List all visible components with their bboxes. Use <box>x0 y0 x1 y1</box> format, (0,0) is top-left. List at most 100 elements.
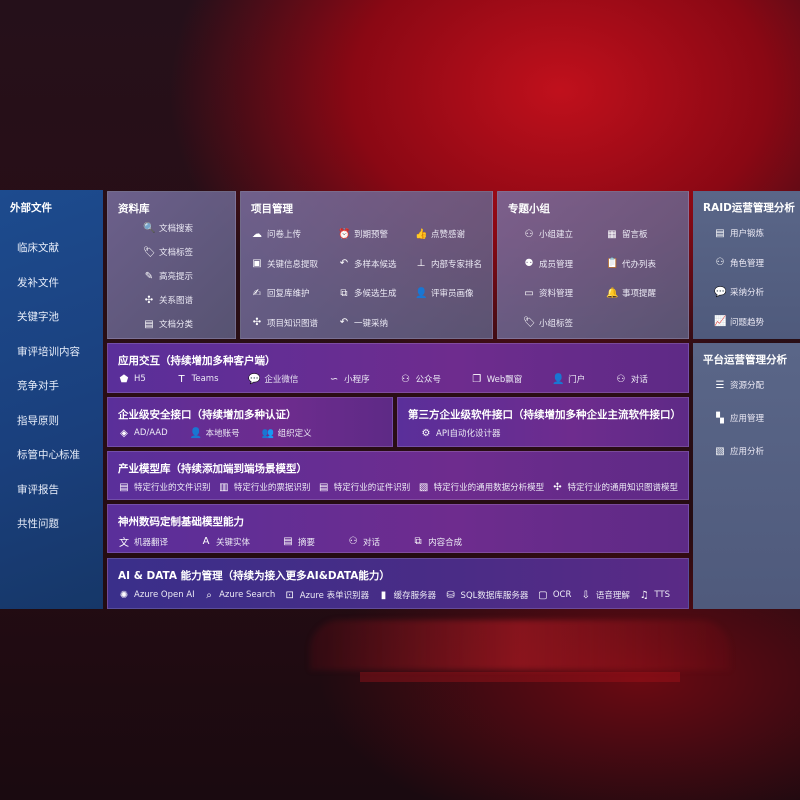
checklist-icon: ☰ <box>715 379 725 391</box>
item-label: 留言板 <box>622 230 648 240</box>
item-label: Azure Search <box>219 590 276 600</box>
aidata-item[interactable]: ▮ 缓存服务器 <box>378 589 436 602</box>
library-item[interactable]: ✣ 关系图谱 <box>143 294 193 307</box>
id-card-icon: ▤ <box>715 227 725 239</box>
project-item[interactable]: ☁ 问卷上传 <box>251 228 301 241</box>
platform-item[interactable]: ▚ 应用管理 <box>714 412 764 425</box>
gear-icon: ⚙ <box>421 427 431 439</box>
project-item[interactable]: ↶ 多样本候选 <box>338 258 397 270</box>
item-label: 文档分类 <box>159 320 194 330</box>
security-item[interactable]: 👤 本地账号 <box>190 427 240 440</box>
item-label: 资料管理 <box>539 289 574 299</box>
item-label: 门户 <box>568 375 586 385</box>
interaction-item[interactable]: 💬 企业微信 <box>248 373 298 386</box>
project-item[interactable]: ⏰ 到期预警 <box>338 228 388 241</box>
bbs-icon: ▦ <box>607 228 617 240</box>
group-item[interactable]: ⚇ 小组建立 <box>523 228 574 241</box>
raid-item[interactable]: 💬 采纳分析 <box>714 286 764 299</box>
interaction-item[interactable]: ⚇ 公众号 <box>399 373 441 386</box>
aidata-item[interactable]: ⌕ Azure Search <box>203 590 275 601</box>
basemodel-item[interactable]: ▤ 摘要 <box>282 536 315 548</box>
security-item[interactable]: 👥 组织定义 <box>262 427 312 440</box>
miniapp-icon: ∽ <box>329 373 339 385</box>
industry-item[interactable]: ▤ 特定行业的文件识别 <box>118 481 210 494</box>
file-icon: ▤ <box>119 481 129 493</box>
aidata-item[interactable]: ⊡ Azure 表单识别器 <box>284 589 369 602</box>
project-item[interactable]: 👍 点赞感谢 <box>415 228 465 241</box>
group-item[interactable]: ▭ 资料管理 <box>523 287 574 300</box>
item-label: AD/AAD <box>134 428 168 438</box>
group-item[interactable]: 🔔 事项提醒 <box>606 287 657 300</box>
security-item[interactable]: ◈ AD/AAD <box>118 428 168 439</box>
project-item[interactable]: ▣ 关键信息提取 <box>251 258 318 270</box>
library-item[interactable]: ✎ 高亮提示 <box>143 270 193 283</box>
interaction-item[interactable]: T Teams <box>176 374 219 385</box>
doc-search-icon: 🔍 <box>143 222 156 234</box>
industry-item[interactable]: ✣ 特定行业的通用知识图谱模型 <box>551 481 678 494</box>
sidebar-item[interactable]: 共性问题 <box>17 518 59 530</box>
interaction-item[interactable]: ∽ 小程序 <box>328 373 370 386</box>
tag-icon: 🏷 <box>143 246 156 258</box>
raid-item[interactable]: 📈 问题趋势 <box>714 316 764 328</box>
puzzle-icon: ⧉ <box>414 536 422 547</box>
basemodel-panel: 神州数码定制基础模型能力 文机器翻译 A 关键实体 ▤ 摘要 ⚇ 对话 ⧉ 内容合成 <box>107 504 689 553</box>
interaction-item[interactable]: 👤 门户 <box>552 373 586 386</box>
item-label: 事项提醒 <box>622 289 657 299</box>
ocr-icon: ▢ <box>538 589 548 601</box>
item-label: 代办列表 <box>622 259 657 270</box>
interaction-item[interactable]: ⬟ H5 <box>118 374 146 385</box>
basemodel-item[interactable]: A 关键实体 <box>200 536 250 548</box>
aidata-item[interactable]: ⛁ SQL数据库服务器 <box>445 589 528 602</box>
sidebar-item[interactable]: 关键字池 <box>17 311 59 323</box>
translate-icon: 文 <box>119 538 129 549</box>
basemodel-item[interactable]: ⚇ 对话 <box>347 536 381 548</box>
industry-item[interactable]: ▧ 特定行业的通用数据分析模型 <box>418 481 544 494</box>
sidebar-item[interactable]: 审评报告 <box>17 483 59 496</box>
industry-item[interactable]: ▥ 特定行业的票据识别 <box>218 481 310 494</box>
thumbs-up-icon: 👍 <box>415 228 428 240</box>
platform-item[interactable]: ☰ 资源分配 <box>714 379 765 392</box>
item-label: OCR <box>552 590 572 600</box>
project-item[interactable]: ↶ 一键采纳 <box>338 317 388 329</box>
sidebar-item[interactable]: 发补文件 <box>17 276 59 289</box>
library-item[interactable]: 🔍 文档搜索 <box>143 222 194 235</box>
platform-item[interactable]: ▧ 应用分析 <box>714 445 764 458</box>
interaction-item[interactable]: ❐ Web飘窗 <box>471 373 522 386</box>
project-item[interactable]: ✍ 回复库维护 <box>251 287 310 300</box>
aidata-item[interactable]: ♫ TTS <box>638 590 670 601</box>
panel-title: 应用交互（持续增加多种客户端） <box>118 355 276 367</box>
library-item[interactable]: ▤ 文档分类 <box>143 318 194 331</box>
group-item[interactable]: ⚉ 成员管理 <box>523 258 574 270</box>
item-label: 文档搜索 <box>159 224 194 234</box>
item-label: 评审员画像 <box>431 289 474 299</box>
group-item[interactable]: 📋 代办列表 <box>606 258 656 270</box>
project-item[interactable]: ⧉ 多候选生成 <box>338 287 396 300</box>
graph-icon: ✣ <box>553 481 562 493</box>
basemodel-item[interactable]: 文机器翻译 <box>118 534 168 550</box>
project-item[interactable]: 👤 评审员画像 <box>415 287 474 300</box>
basemodel-item[interactable]: ⧉ 内容合成 <box>412 536 462 548</box>
item-label: 角色管理 <box>730 258 765 269</box>
group-item[interactable]: 🏷 小组标签 <box>523 317 573 329</box>
thirdparty-item[interactable]: ⚙ API自动化设计器 <box>420 427 501 440</box>
interaction-item[interactable]: ⚇ 对话 <box>615 373 648 386</box>
library-item[interactable]: 🏷 文档标签 <box>143 246 193 259</box>
sidebar-item[interactable]: 竞争对手 <box>17 380 59 392</box>
raid-item[interactable]: ⚇ 角色管理 <box>714 257 765 269</box>
thirdparty-panel: 第三方企业级软件接口（持续增加多种企业主流软件接口） ⚙ API自动化设计器 <box>397 397 689 447</box>
sidebar-item[interactable]: 审评培训内容 <box>17 345 80 358</box>
aidata-item[interactable]: ✺ Azure Open AI <box>118 590 195 601</box>
item-label: 项目知识图谱 <box>267 318 319 329</box>
raid-item[interactable]: ▤ 用户锻炼 <box>714 227 764 240</box>
sidebar-item[interactable]: 标管中心标准 <box>17 449 80 461</box>
project-item[interactable]: ✣ 项目知识图谱 <box>251 317 318 329</box>
project-item[interactable]: ⊥ 内部专家排名 <box>415 258 482 270</box>
aidata-item[interactable]: ▢ OCR <box>537 589 572 601</box>
industry-item[interactable]: ▤ 特定行业的证件识别 <box>318 481 410 494</box>
aidata-item[interactable]: ⇩ 语音理解 <box>580 589 630 602</box>
group-item[interactable]: ▦ 留言板 <box>606 228 648 241</box>
sidebar-item[interactable]: 临床文献 <box>17 242 59 254</box>
item-label: 小组建立 <box>539 230 574 240</box>
pen-icon: ✎ <box>144 270 154 282</box>
sidebar-item[interactable]: 指导原则 <box>17 414 59 427</box>
